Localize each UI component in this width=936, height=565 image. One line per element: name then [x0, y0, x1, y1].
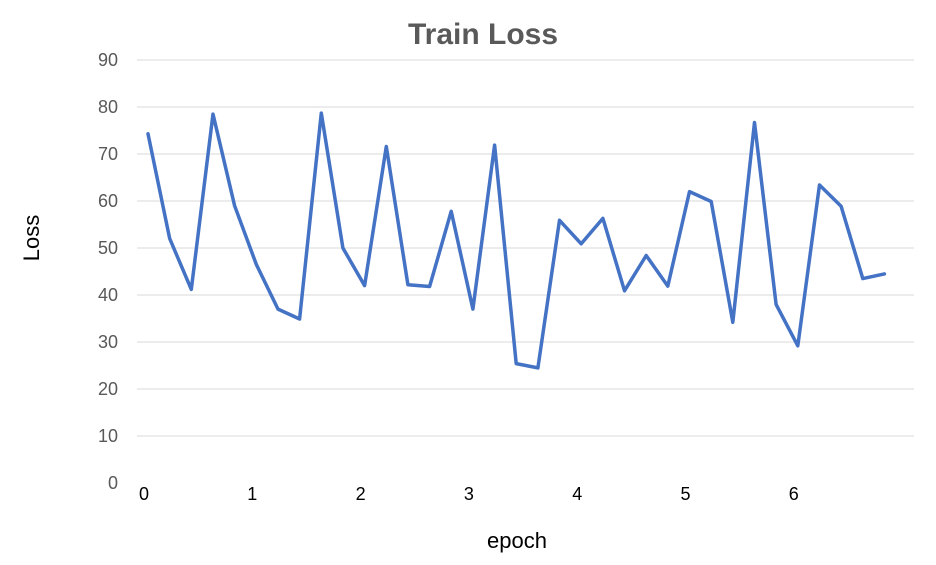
y-tick-label-40: 40: [98, 285, 118, 305]
y-tick-label-30: 30: [98, 332, 118, 352]
chart-title: Train Loss: [408, 18, 558, 51]
y-tick-label-20: 20: [98, 379, 118, 399]
y-tick-labels: 0 10 20 30 40 50 60 70 80 90: [98, 50, 118, 493]
x-tick-label-5: 5: [680, 484, 690, 504]
y-tick-label-50: 50: [98, 238, 118, 258]
x-tick-label-6: 6: [789, 484, 799, 504]
y-tick-label-80: 80: [98, 97, 118, 117]
x-tick-label-4: 4: [572, 484, 582, 504]
x-axis-label: epoch: [487, 528, 547, 553]
y-tick-label-60: 60: [98, 191, 118, 211]
x-tick-label-0: 0: [139, 484, 149, 504]
y-tick-label-90: 90: [98, 50, 118, 70]
y-axis-label: Loss: [19, 215, 44, 261]
series-line-0: [146, 111, 887, 370]
x-tick-label-1: 1: [247, 484, 257, 504]
x-tick-label-3: 3: [464, 484, 474, 504]
grid-lines: [137, 59, 914, 437]
y-tick-label-70: 70: [98, 144, 118, 164]
x-tick-labels: 0 1 2 3 4 5 6: [139, 484, 799, 504]
y-tick-label-0: 0: [108, 473, 118, 493]
x-tick-label-2: 2: [356, 484, 366, 504]
y-tick-label-10: 10: [98, 426, 118, 446]
series-group: [146, 111, 887, 370]
